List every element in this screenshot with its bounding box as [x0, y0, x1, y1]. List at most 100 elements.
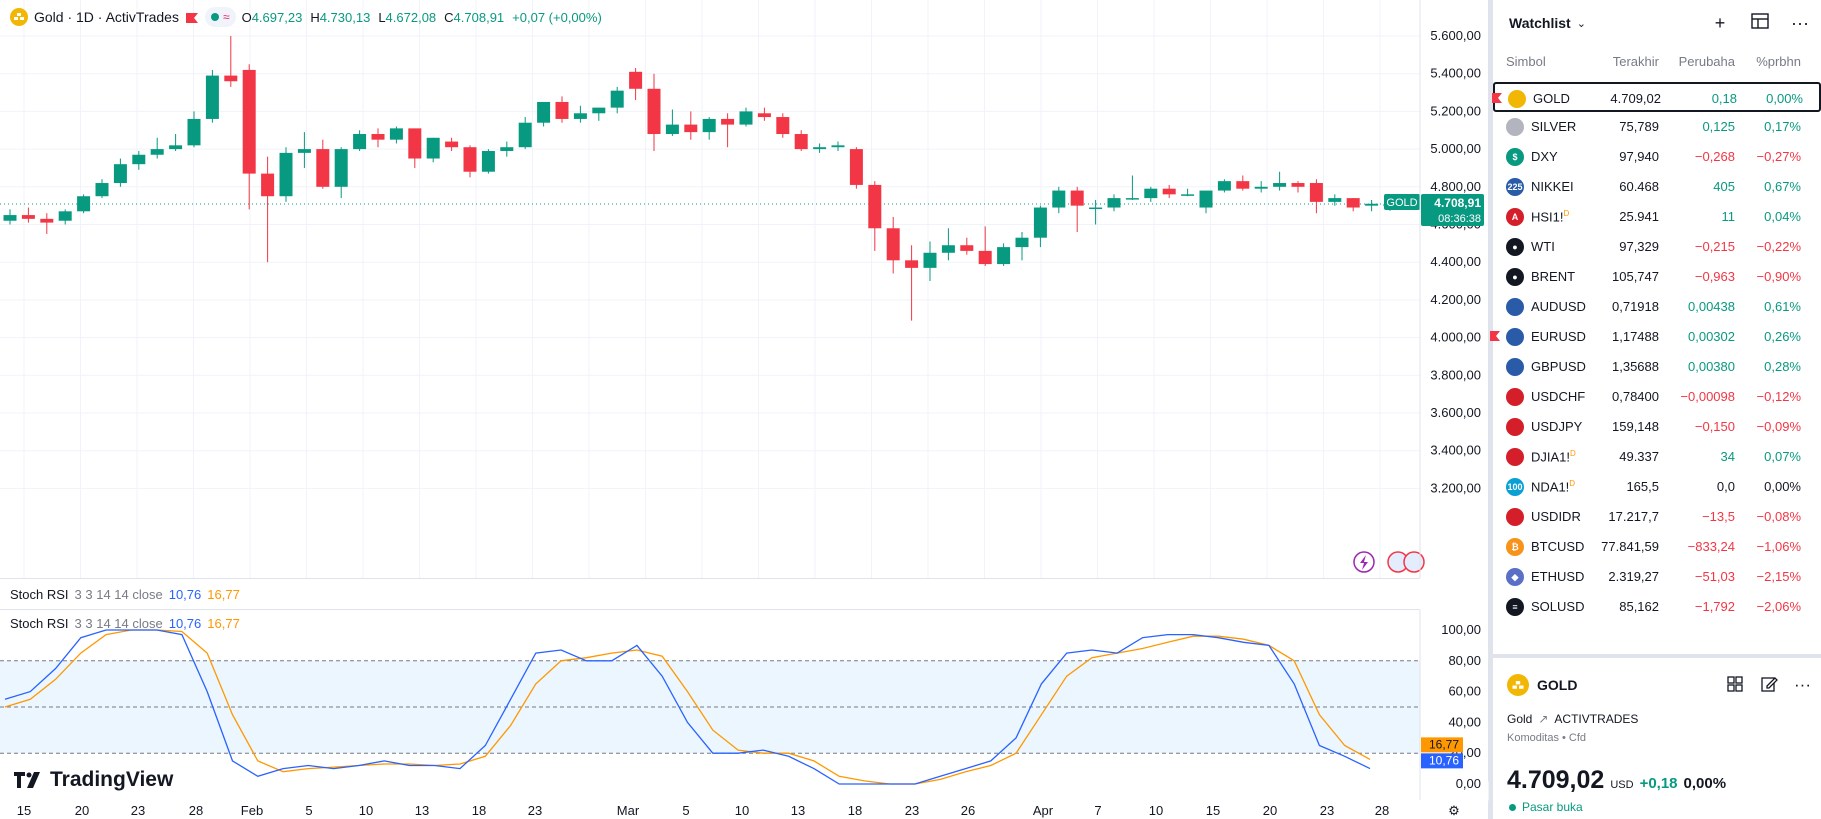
candlestick-chart[interactable]: 5.600,00 5.400,00 5.200,00 5.000,00 4.800,00… [0, 0, 1489, 578]
price-pane[interactable]: 5.600,00 5.400,00 5.200,00 5.000,00 4.800,00… [0, 0, 1489, 578]
details-name[interactable]: Gold [1507, 712, 1533, 726]
watchlist-row-wti[interactable]: ● WTI 97,329 −0,215 −0,22% [1493, 232, 1821, 262]
time-axis-label: 10 [735, 803, 749, 818]
candle-body [1033, 207, 1047, 238]
watchlist-row-ethusd[interactable]: ◆ ETHUSD 2.319,27 −51,03 −2,15% [1493, 562, 1821, 592]
watchlist-row-usdchf[interactable]: USDCHF 0,78400 −0,00098 −0,12% [1493, 382, 1821, 412]
watchlist-row-solusd[interactable]: ≡ SOLUSD 85,162 −1,792 −2,06% [1493, 592, 1821, 622]
edit-icon[interactable] [1760, 675, 1778, 698]
tradingview-logo[interactable]: TradingView [14, 768, 173, 792]
layout-icon[interactable] [1749, 12, 1771, 35]
candle-body [757, 113, 771, 118]
delayed-badge: D [1569, 479, 1576, 488]
more-icon[interactable]: ··· [1791, 13, 1809, 33]
watchlist-row-gbpusd[interactable]: GBPUSD 1,35688 0,00380 0,28% [1493, 352, 1821, 382]
watchlist-last: 85,162 [1619, 599, 1659, 614]
candle-body [1089, 207, 1103, 210]
time-axis[interactable]: 15 20 23 28 Feb 5 10 13 18 23 Mar 5 10 13 18 23 26 Apr 7 10… [0, 800, 1489, 819]
market-status-pill[interactable]: ≈ [204, 7, 236, 27]
col-last[interactable]: Terakhir [1612, 54, 1659, 69]
watchlist-row-btcusd[interactable]: ₿ BTCUSD 77.841,59 −833,24 −1,06% [1493, 532, 1821, 562]
col-pct[interactable]: %prbhn [1756, 54, 1801, 69]
chart-area[interactable]: 5.600,00 5.400,00 5.200,00 5.000,00 4.800,00… [0, 0, 1496, 819]
add-symbol-icon[interactable]: + [1714, 13, 1726, 33]
flag-icon[interactable] [1490, 331, 1500, 341]
watchlist-row-dxy[interactable]: $ DXY 97,940 −0,268 −0,27% [1493, 142, 1821, 172]
watchlist-last: 4.709,02 [1610, 91, 1661, 106]
price-scale-label: 5.000,00 [1430, 141, 1481, 156]
lightning-glyph [1360, 555, 1368, 570]
watchlist-change: 11 [1721, 209, 1736, 224]
watchlist-last: 2.319,27 [1608, 569, 1659, 584]
close-label: C [444, 9, 454, 25]
time-axis-label: 18 [472, 803, 486, 818]
more-icon[interactable]: ··· [1794, 675, 1811, 694]
tradingview-logo-icon [14, 772, 40, 788]
flag-icon[interactable] [185, 11, 199, 23]
candle-body [113, 164, 127, 184]
candle-body [224, 75, 238, 82]
chart-title[interactable]: Gold · 1D · ActivTrades [34, 9, 179, 25]
gold-symbol-icon [1507, 674, 1529, 696]
watchlist-row-gold[interactable]: GOLD 4.709,02 0,18 0,00% [1492, 82, 1821, 112]
details-exchange: ACTIVTRADES [1554, 712, 1639, 726]
stoch-rsi-legend[interactable]: Stoch RSI 3 3 14 14 close 10,76 16,77 [10, 616, 240, 631]
watchlist-row-brent[interactable]: ● BRENT 105,747 −0,963 −0,90% [1493, 262, 1821, 292]
watchlist-row-audusd[interactable]: AUDUSD 0,71918 0,00438 0,61% [1493, 292, 1821, 322]
osc-scale-label: 0,00 [1456, 776, 1481, 791]
eurusd-symbol-icon [1506, 328, 1524, 346]
status-dot-icon [1509, 803, 1516, 811]
time-axis-label: 20 [1263, 803, 1277, 818]
wti-symbol-icon: ● [1506, 238, 1524, 256]
d-tag-bg [1421, 737, 1463, 753]
watchlist-symbol: DXY [1531, 149, 1558, 164]
watchlist-row-eurusd[interactable]: EURUSD 1,17488 0,00302 0,26% [1490, 322, 1821, 352]
flag-icon[interactable] [1492, 93, 1502, 103]
candle-body [794, 134, 808, 150]
watchlist-change: 0,00438 [1688, 299, 1735, 314]
watchlist-symbol: DJIA1!D [1531, 449, 1576, 464]
candle-body [463, 147, 477, 172]
col-symbol[interactable]: Simbol [1506, 54, 1546, 69]
candle-body [1199, 190, 1213, 208]
watchlist-last: 1,17488 [1612, 329, 1659, 344]
watchlist-symbol: BRENT [1531, 269, 1575, 284]
watchlist-row-djia1[interactable]: DJIA1!D 49.337 34 0,07% [1493, 442, 1821, 472]
stoch-rsi-pane[interactable]: 100,00 80,00 60,00 40,00 20,00 0,00 16,77 10,76… [0, 610, 1489, 800]
details-pct: 0,00% [1683, 775, 1727, 792]
change-value: +0,07 (+0,00%) [512, 9, 602, 25]
price-scale-label: 3.600,00 [1430, 405, 1481, 420]
indicator-header-collapsed[interactable]: Stoch RSI 3 3 14 14 close 10,76 16,77 [0, 578, 1420, 610]
watchlist-row-usdjpy[interactable]: USDJPY 159,148 −0,150 −0,09% [1493, 412, 1821, 442]
watchlist-row-usdidr[interactable]: USDIDR 17.217,7 −13,5 −0,08% [1493, 502, 1821, 532]
nda1-symbol-icon: 100 [1506, 478, 1524, 496]
price-scale-label: 4.200,00 [1430, 292, 1481, 307]
indicator-name: Stoch RSI [10, 616, 69, 631]
candle-body [261, 173, 275, 197]
candle-body [297, 149, 311, 153]
price-tag-price: 4.708,91 [1434, 196, 1481, 210]
chevron-down-icon[interactable]: ⌄ [1576, 17, 1586, 30]
ohlc-values: O4.697,23 H4.730,13 L4.672,08 C4.708,91 … [242, 10, 602, 25]
watchlist-row-hsi1[interactable]: A HSI1!D 25.941 11 0,04% [1493, 202, 1821, 232]
external-link-icon[interactable]: ↗ [1538, 712, 1549, 726]
col-change[interactable]: Perubaha [1678, 54, 1735, 69]
watchlist-last: 97,940 [1619, 149, 1659, 164]
time-axis-label: 10 [359, 803, 373, 818]
watchlist-row-nda1[interactable]: 100 NDA1!D 165,5 0,0 0,00% [1493, 472, 1821, 502]
details-symbol[interactable]: GOLD [1537, 677, 1578, 693]
low-value: 4.672,08 [385, 9, 437, 25]
symbol-text: HSI1! [1531, 209, 1564, 225]
candle-body [960, 245, 974, 251]
candle-body [1254, 186, 1268, 189]
watchlist-symbol: GOLD [1533, 91, 1570, 106]
grid-icon[interactable] [1726, 675, 1744, 698]
time-axis-label: 5 [305, 803, 312, 818]
watchlist-row-silver[interactable]: SILVER 75,789 0,125 0,17% [1493, 112, 1821, 142]
watchlist-title[interactable]: Watchlist [1509, 15, 1571, 31]
stoch-d-line [4, 629, 1371, 785]
watchlist-row-nikkei[interactable]: 225 NIKKEI 60.468 405 0,67% [1493, 172, 1821, 202]
stoch-rsi-legend-collapsed[interactable]: Stoch RSI 3 3 14 14 close 10,76 16,77 [10, 587, 240, 602]
